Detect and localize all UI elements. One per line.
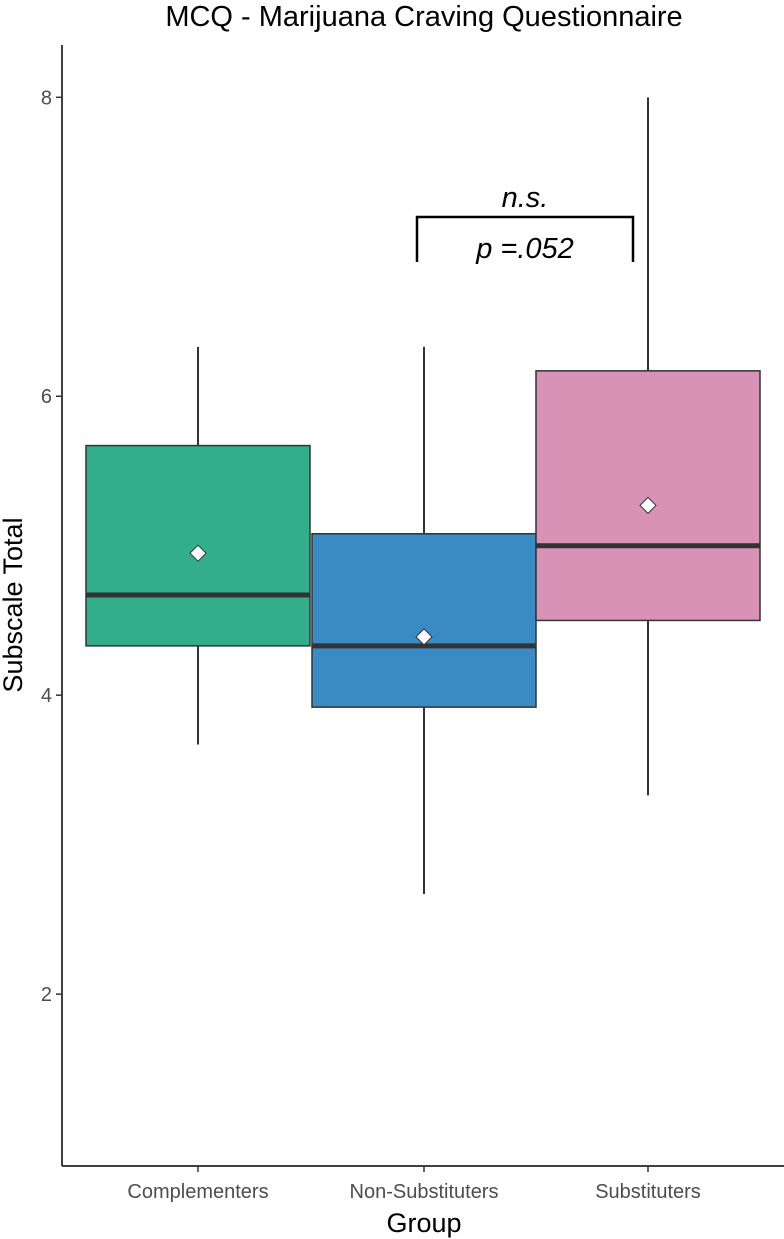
- y-axis-title: Subscale Total: [0, 517, 28, 692]
- y-tick-label-4: 4: [41, 685, 52, 707]
- box-group-complementers: [85, 346, 311, 745]
- x-tick-label-non-substituters: Non-Substituters: [350, 1181, 499, 1203]
- y-tick-label-8: 8: [41, 87, 52, 109]
- box-group-substituters: [535, 97, 761, 796]
- x-tick-label-complementers: Complementers: [127, 1181, 268, 1203]
- significance-annotation: n.s. p =.052: [415, 182, 635, 265]
- mean-marker-non-substituters: [415, 628, 433, 646]
- boxes-layer: [85, 97, 761, 894]
- mean-marker-substituters: [639, 496, 657, 515]
- y-axis-ticks: 2 4 6 8: [41, 87, 62, 1006]
- x-axis-title: Group: [386, 1208, 461, 1238]
- x-tick-label-substituters: Substituters: [595, 1181, 701, 1203]
- significance-bracket: [415, 215, 635, 262]
- annotation-p-value-label: p =.052: [475, 233, 574, 265]
- box-substituters: [535, 370, 761, 622]
- y-tick-label-6: 6: [41, 386, 52, 408]
- y-tick-label-2: 2: [41, 984, 52, 1006]
- mean-marker-complementers: [189, 544, 207, 562]
- chart-title: MCQ - Marijuana Craving Questionnaire: [165, 1, 682, 33]
- annotation-ns-label: n.s.: [502, 182, 549, 214]
- box-group-non-substituters: [311, 346, 537, 894]
- x-axis-ticks: Complementers Non-Substituters Substituter…: [127, 1166, 701, 1203]
- box-non-substituters: [311, 533, 537, 708]
